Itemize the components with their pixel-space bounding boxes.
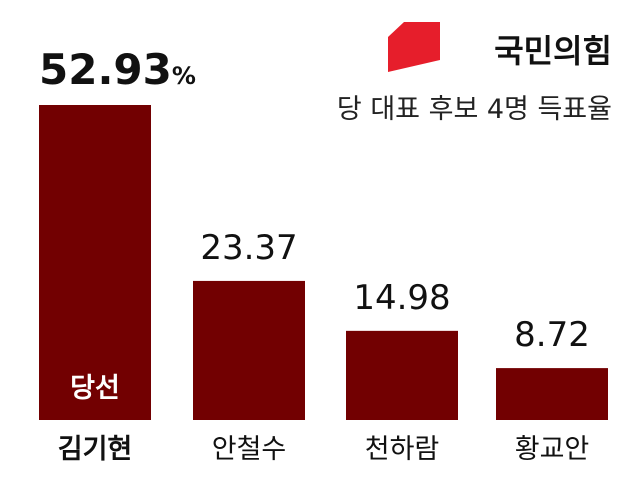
party-name: 국민의힘 xyxy=(494,32,612,70)
category-label: 김기현 xyxy=(58,434,133,465)
category-label: 황교안 xyxy=(515,434,590,465)
party-logo: 국민의힘 xyxy=(388,22,612,72)
bar xyxy=(39,105,151,420)
bars-layer xyxy=(39,105,608,420)
winner-badge: 당선 xyxy=(70,373,120,404)
value-label: 8.72 xyxy=(514,315,590,355)
category-label: 안철수 xyxy=(212,434,287,465)
value-label: 52.93% xyxy=(39,45,196,94)
party-logo-mark xyxy=(388,22,440,72)
category-label: 천하람 xyxy=(365,434,440,465)
value-label: 23.37 xyxy=(200,228,297,268)
bar xyxy=(193,280,305,420)
bar xyxy=(346,330,458,420)
chart-title: 당 대표 후보 4명 득표율 xyxy=(337,94,612,125)
value-label: 14.98 xyxy=(353,278,450,318)
bar xyxy=(496,368,608,420)
value-unit: % xyxy=(172,62,196,90)
